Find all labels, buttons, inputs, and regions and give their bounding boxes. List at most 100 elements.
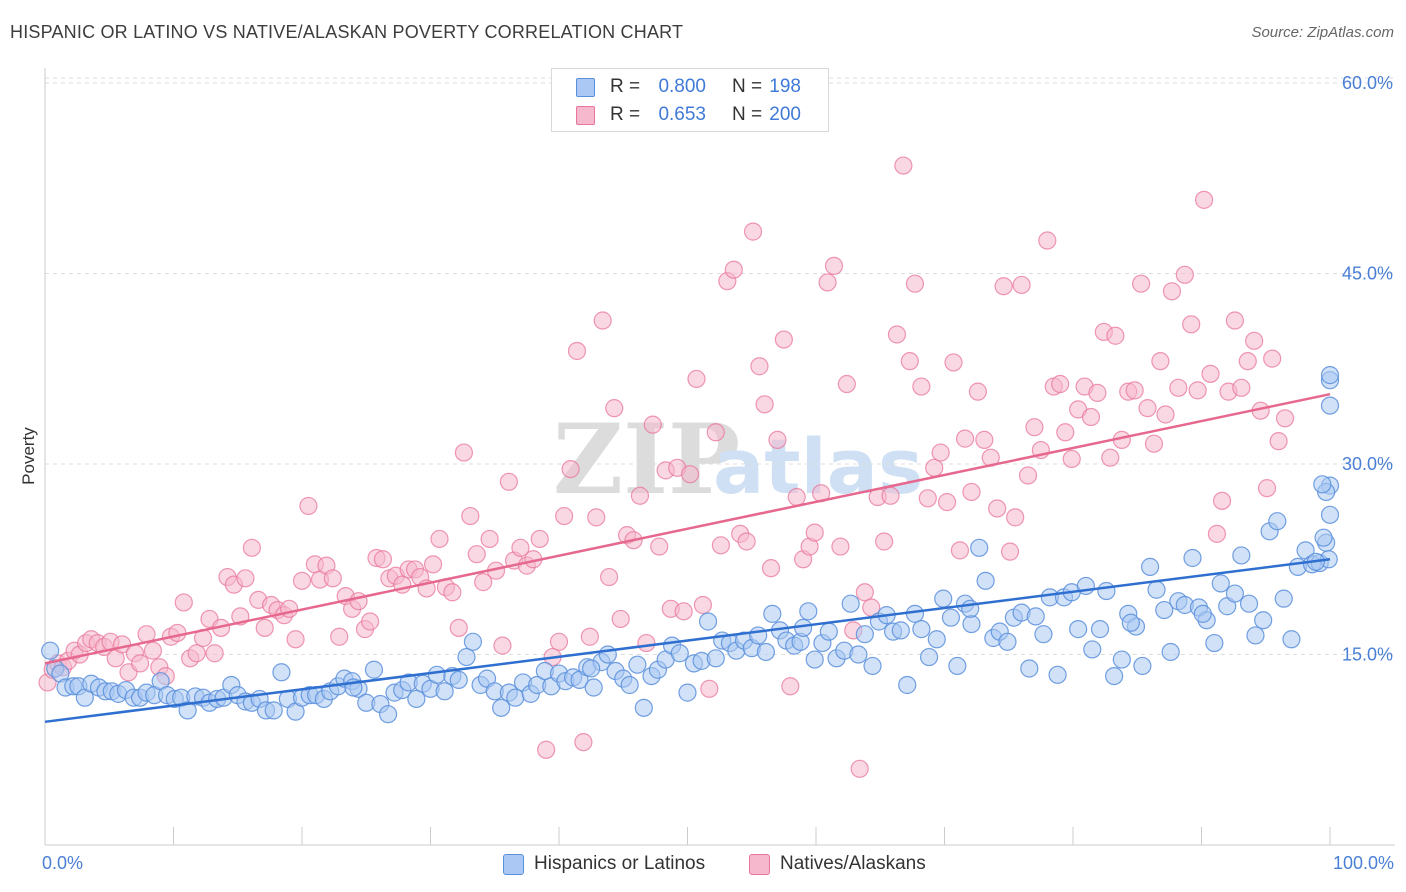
legend-row-hispanics: R = 0.800 N = 198 [552, 73, 828, 99]
data-point-hispanics [584, 678, 603, 697]
data-point-hispanics [1121, 613, 1140, 632]
data-point-natives [574, 733, 593, 752]
data-point-hispanics [1268, 512, 1287, 531]
data-point-hispanics [805, 650, 824, 669]
data-point-natives [1125, 381, 1144, 400]
gridlines [45, 77, 1395, 656]
axes [44, 68, 1395, 846]
data-point-hispanics [463, 632, 483, 651]
data-point-hispanics [492, 698, 511, 717]
data-point-natives [423, 555, 443, 574]
data-point-hispanics [749, 626, 768, 645]
data-point-hispanics [948, 656, 967, 676]
legend-swatch-pink [749, 854, 770, 875]
data-point-natives [975, 430, 994, 449]
data-point-natives [323, 569, 342, 588]
data-point-hispanics [1193, 604, 1212, 623]
data-point-hispanics [634, 698, 653, 717]
data-point-natives [674, 602, 693, 621]
data-point-natives [1088, 383, 1107, 402]
data-point-natives [900, 352, 919, 371]
x-tick-label: 100.0% [1333, 853, 1394, 873]
data-point-natives [724, 260, 743, 279]
data-point-natives [1144, 434, 1164, 453]
data-point-natives [1081, 407, 1101, 427]
data-point-natives [292, 571, 312, 590]
data-point-hispanics [582, 659, 601, 678]
legend-n-value: 198 [769, 76, 801, 97]
data-point-hispanics [1211, 574, 1230, 593]
data-point-natives [950, 541, 970, 560]
data-point-natives [1162, 282, 1182, 301]
data-point-natives [1275, 409, 1295, 428]
data-point-hispanics [976, 571, 995, 590]
data-point-hispanics [819, 622, 838, 641]
data-point-hispanics [998, 632, 1017, 651]
trend-lines [44, 392, 1331, 724]
data-point-natives [1025, 418, 1044, 437]
legend-n-value: 200 [769, 104, 801, 125]
data-point-natives [937, 493, 957, 512]
data-point-hispanics [1048, 665, 1067, 684]
data-point-hispanics [1069, 620, 1088, 639]
data-point-natives [875, 532, 894, 551]
data-point-natives [925, 458, 944, 477]
data-point-hispanics [1020, 659, 1039, 678]
data-point-natives [587, 508, 606, 527]
data-point-hispanics [628, 655, 647, 674]
data-point-natives [561, 459, 580, 479]
data-point-natives [530, 529, 549, 549]
data-point-hispanics [1205, 633, 1224, 653]
data-point-hispanics [1105, 666, 1124, 686]
data-point-natives [637, 633, 656, 653]
data-point-natives [887, 325, 907, 344]
data-point-hispanics [506, 688, 525, 707]
y-tick-labels: 15.0% 30.0% 45.0% 60.0% [1342, 73, 1393, 664]
data-point-hispanics [1083, 640, 1102, 659]
data-point-hispanics [927, 630, 946, 649]
data-point-hispanics [620, 675, 639, 695]
data-point-hispanics [1282, 630, 1301, 649]
data-point-natives [1106, 326, 1125, 345]
data-point-natives [593, 311, 612, 330]
data-point-natives [768, 430, 787, 449]
data-point-hispanics [407, 689, 426, 709]
data-point-hispanics [272, 663, 291, 682]
data-point-natives [474, 573, 493, 592]
data-point-natives [1138, 399, 1157, 418]
data-point-natives [962, 482, 981, 502]
data-point-natives [1132, 274, 1151, 293]
data-point-natives [818, 273, 837, 292]
data-point-natives [1169, 378, 1188, 397]
legend-row-natives: R = 0.653 N = 200 [552, 101, 828, 127]
data-point-natives [1232, 378, 1251, 397]
data-point-natives [643, 415, 662, 434]
data-point-natives [600, 567, 619, 587]
data-point-natives [774, 330, 793, 349]
data-point-hispanics [1320, 396, 1340, 415]
data-point-natives [850, 759, 869, 778]
data-point-hispanics [1232, 546, 1251, 565]
data-point-hispanics [1246, 626, 1265, 645]
data-point-natives [1212, 491, 1232, 510]
data-point-hispanics [1034, 625, 1053, 644]
series-hispanics-latinos [41, 366, 1340, 724]
data-point-natives [1207, 524, 1227, 543]
data-point-natives [944, 353, 963, 372]
data-point-hispanics [941, 608, 961, 627]
data-point-natives [755, 395, 774, 414]
data-point-natives [994, 277, 1013, 296]
data-point-natives [611, 609, 630, 629]
data-point-natives [549, 632, 569, 651]
data-point-natives [130, 654, 150, 673]
data-point-natives [1056, 423, 1075, 442]
data-point-natives [1062, 449, 1081, 469]
legend-r-label: R = [610, 104, 641, 125]
data-point-natives [1012, 275, 1031, 295]
data-point-hispanics [706, 649, 725, 668]
y-tick-label: 60.0% [1342, 73, 1393, 93]
data-point-natives [443, 583, 462, 602]
data-point-natives [862, 598, 881, 617]
data-point-natives [580, 627, 599, 646]
